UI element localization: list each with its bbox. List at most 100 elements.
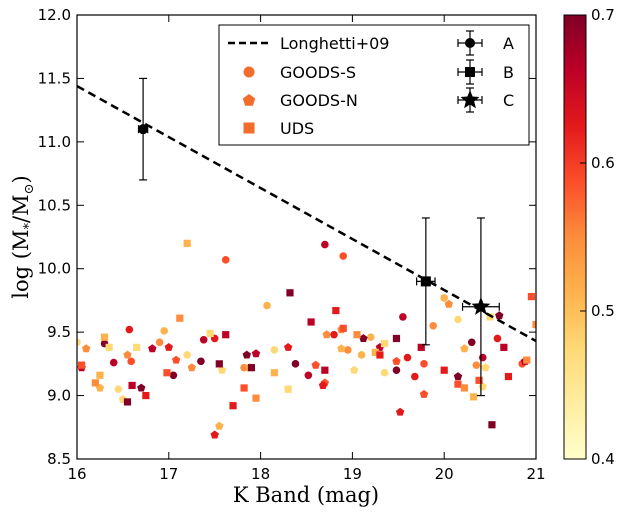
uds-point	[215, 360, 223, 368]
goods-n-point	[123, 350, 132, 359]
goods-n-point	[215, 421, 224, 430]
goods-s-point	[454, 315, 462, 324]
uds-point	[469, 393, 478, 401]
goods-n-point	[164, 343, 173, 351]
legend: Longhetti+09 GOODS-S GOODS-N UDS A B	[218, 24, 530, 146]
legend-label-b: B	[503, 63, 514, 82]
highlight-c	[461, 217, 500, 397]
uds-point	[488, 421, 496, 429]
goods-s-point	[403, 353, 412, 362]
goods-s-point	[392, 366, 401, 375]
colorbar-ticks: 0.4 0.5 0.6 0.7	[580, 6, 615, 468]
y-tick-label: 9.0	[47, 387, 71, 405]
goods-s-point	[127, 357, 135, 366]
x-tick-label: 17	[159, 465, 178, 483]
uds-point	[392, 334, 401, 343]
goods-s-point	[478, 353, 487, 362]
legend-label-a: A	[503, 34, 514, 53]
uds-point	[105, 343, 113, 351]
legend-label-c: C	[503, 91, 514, 110]
legend-label-longhetti: Longhetti+09	[280, 34, 389, 53]
goods-s-point	[366, 333, 375, 342]
goods-s-point	[344, 346, 352, 354]
goods-n-point	[251, 349, 261, 358]
uds-point	[183, 239, 191, 247]
goods-n-point	[444, 299, 453, 308]
uds-point	[128, 381, 136, 390]
ylabel-close: )	[9, 175, 33, 183]
uds-point	[222, 331, 230, 339]
uds-point	[380, 339, 389, 348]
goods-s-point	[321, 240, 329, 249]
plot-frame	[76, 14, 537, 460]
ylabel-sub-sun: ⊙	[22, 184, 37, 195]
colorbar-tick-label: 0.5	[591, 302, 615, 320]
goods-s-point	[429, 322, 437, 330]
uds-point	[371, 348, 379, 357]
ylabel-slash: /M	[9, 194, 33, 223]
goods-s-point	[183, 351, 191, 359]
uds-point	[460, 384, 468, 392]
legend-box	[218, 24, 530, 146]
goods-n-point	[148, 344, 157, 353]
goods-s-point	[411, 372, 419, 381]
y-tick-label: 10.0	[38, 260, 71, 278]
uds-point	[307, 318, 315, 326]
goods-n-point	[137, 383, 146, 392]
goods-s-point	[467, 338, 476, 347]
uds-point	[252, 394, 260, 402]
goods-s-point	[221, 256, 230, 264]
uds-point	[240, 384, 248, 392]
goods-n-point	[460, 344, 469, 353]
goods-n-point	[359, 334, 368, 342]
goods-s-point	[357, 351, 366, 359]
uds-point	[229, 402, 237, 410]
colorbar-tick-label: 0.7	[591, 6, 615, 24]
highlight-b	[416, 217, 436, 346]
uds-point	[77, 361, 86, 369]
uds-point	[133, 343, 141, 351]
goods-n-point	[396, 407, 405, 416]
ylabel-sub-star: *	[22, 223, 37, 230]
goods-n-point	[322, 330, 331, 339]
goods-s-point	[114, 385, 123, 394]
colorbar: 0.4 0.5 0.6 0.7	[563, 6, 615, 468]
goods-s-point	[330, 330, 338, 339]
y-tick-label: 10.5	[38, 196, 71, 214]
goods-n-point	[350, 365, 359, 374]
uds-point	[247, 364, 256, 372]
uds-point	[284, 385, 292, 393]
x-axis: 16 17 18 19 20 21	[67, 15, 546, 483]
goods-s-point	[77, 338, 81, 347]
highlighted-points	[137, 77, 500, 397]
goods-n-point	[337, 344, 346, 353]
goods-s-point	[270, 346, 279, 354]
uds-point	[454, 380, 462, 388]
uds-point	[523, 356, 531, 364]
y-axis: 8.5 9.0 9.5 10.0 10.5 11.0 11.5 12.0	[38, 6, 536, 468]
svg-text:log (M*/M⊙): log (M*/M⊙)	[9, 175, 37, 298]
uds-point	[321, 366, 329, 374]
goods-n-point	[495, 311, 504, 320]
goods-s-point	[291, 360, 300, 368]
legend-square-icon	[243, 122, 255, 134]
y-tick-label: 8.5	[47, 450, 71, 468]
goods-s-point	[304, 371, 313, 380]
ylabel-main: log (M	[9, 230, 33, 299]
x-tick-label: 18	[251, 465, 270, 483]
goods-s-point	[199, 335, 208, 344]
uds-point	[142, 391, 150, 400]
longhetti-line	[77, 84, 536, 343]
uds-point	[270, 369, 278, 377]
uds-point	[504, 372, 513, 381]
uds-point	[440, 366, 448, 374]
goods-n-point	[82, 344, 91, 353]
y-tick-label: 11.0	[38, 133, 71, 151]
uds-point	[286, 289, 294, 297]
uds-point	[417, 343, 425, 351]
marker-star	[471, 296, 491, 315]
uds-point	[163, 369, 171, 377]
marker-circle	[138, 124, 149, 135]
goods-n-point	[284, 343, 293, 351]
